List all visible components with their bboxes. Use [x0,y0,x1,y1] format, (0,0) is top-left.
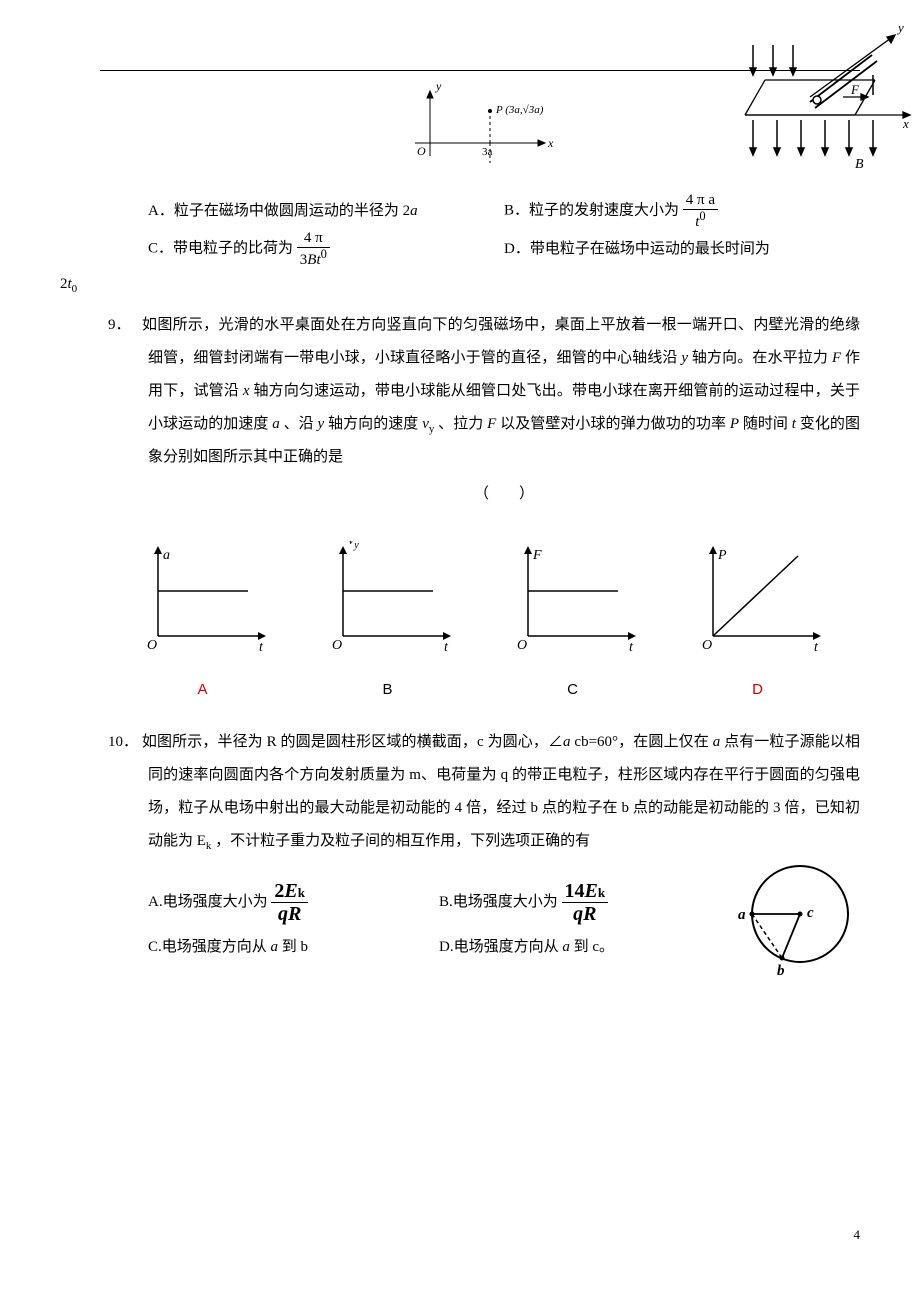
force-label: F [850,82,860,97]
svg-text:P (3a,√3a): P (3a,√3a) [495,104,544,116]
q10-option-C: C.电场强度方向从 a 到 b [148,931,439,964]
q8-option-D-continuation: 2t0 [60,268,860,301]
svg-text:b: b [777,963,785,979]
chart-D: P O t D [688,541,828,706]
q10-option-A: A.电场强度大小为 2Ek qR [148,880,439,925]
q9-number: 9． [108,309,138,342]
svg-text:O: O [332,638,342,653]
svg-text:3a: 3a [482,146,493,158]
q10-option-B: B.电场强度大小为 14Ek qR [439,880,730,925]
q10-options: A.电场强度大小为 2Ek qR B.电场强度大小为 14Ek qR [148,880,730,970]
svg-text:F: F [532,548,542,563]
chart-D-caption: D [688,673,828,706]
chart-A: a O t A [133,541,273,706]
q10-option-D: D.电场强度方向从 a 到 c。 [439,931,730,964]
page-number: 4 [854,1221,861,1250]
q8-options: A．粒子在磁场中做圆周运动的半径为 2a B．粒子的发射速度大小为 4 π a … [100,192,860,268]
q8-option-B: B．粒子的发射速度大小为 4 π a t0 [504,192,860,230]
svg-text:O: O [517,638,527,653]
q8-option-C: C．带电粒子的比荷为 4 π 3Bt0 [148,230,504,268]
svg-text:t: t [814,640,819,655]
q10-figure: a c b [730,859,860,992]
chart-A-caption: A [133,673,273,706]
svg-text:t: t [444,640,449,655]
chart-B-caption: B [318,673,458,706]
svg-text:y: y [435,81,442,93]
svg-text:c: c [807,905,814,921]
q9-charts: a O t A vy O t B [110,541,850,706]
q10: 10． 如图所示，半径为 R 的圆是圆柱形区域的横截面，c 为圆心，∠a cb=… [100,726,860,991]
svg-text:P: P [717,548,727,563]
q8-option-A: A．粒子在磁场中做圆周运动的半径为 2a [148,195,504,228]
q10-text: 如图所示，半径为 R 的圆是圆柱形区域的横截面，c 为圆心，∠a cb=60°，… [142,734,860,849]
svg-text:a: a [738,907,746,923]
page: y x F B y x O P (3a,√3a) 3a [0,0,920,1270]
x-axis-label: x [902,116,909,131]
chart-C-caption: C [503,673,643,706]
q10-number: 10． [108,726,138,759]
chart-C: F O t C [503,541,643,706]
svg-text:t: t [629,640,634,655]
q9-paren: （ ） [148,478,860,511]
y-axis-label: y [896,20,904,35]
q8-option-D: D．带电粒子在磁场中运动的最长时间为 [504,233,860,266]
svg-text:t: t [259,640,264,655]
field-label: B [855,157,864,170]
svg-text:a: a [163,548,170,563]
svg-text:O: O [147,638,157,653]
q9-text: 如图所示，光滑的水平桌面处在方向竖直向下的匀强磁场中，桌面上平放着一根一端开口、… [142,317,860,465]
chart-B: vy O t B [318,541,458,706]
q9-top-figure: y x F B [725,20,915,183]
svg-text:x: x [547,136,554,150]
svg-text:O: O [417,144,426,158]
svg-text:O: O [702,638,712,653]
svg-text:vy: vy [348,541,359,551]
q9: 9． 如图所示，光滑的水平桌面处在方向竖直向下的匀强磁场中，桌面上平放着一根一端… [100,309,860,511]
